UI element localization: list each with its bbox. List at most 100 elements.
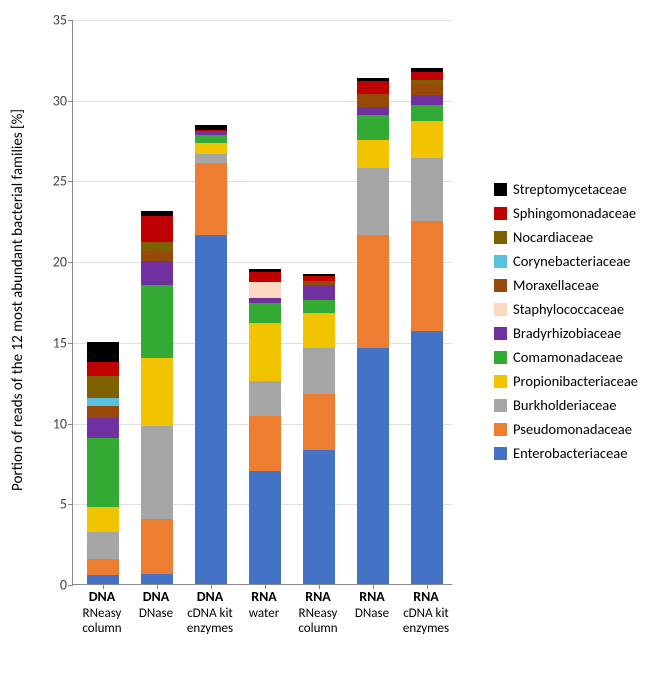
bar-segment-burkholderiaceae [141,426,173,520]
legend-label: Streptomycetaceae [513,180,627,198]
legend: Streptomycetaceae Sphingomonadaceae Nocard… [494,180,638,468]
bar-segment-bradyrhizobiaceae [249,298,281,303]
ytick-label: 0 [60,577,67,594]
legend-swatch [494,207,507,220]
legend-item: Comamonadaceae [494,348,638,366]
bar-segment-propionibacteriaceae [357,140,389,167]
bar-segment-burkholderiaceae [195,154,227,163]
ytick-mark [68,262,73,263]
bar-segment-enterobacteriaceae [357,348,389,584]
x-category-label: RNA cDNA kitenzymes [396,588,456,637]
gridline [73,181,452,182]
bar-segment-pseudomonadaceae [303,394,335,451]
legend-item: Staphylococcaceae [494,300,638,318]
bar-segment-streptomycetaceae [357,78,389,81]
gridline [73,20,452,21]
legend-swatch [494,279,507,292]
bar-segment-propionibacteriaceae [141,358,173,426]
bar-segment-bradyrhizobiaceae [411,95,443,105]
x-category-sub: water [234,607,294,622]
legend-item: Corynebacteriaceae [494,252,638,270]
legend-swatch [494,255,507,268]
bar-segment-pseudomonadaceae [357,235,389,348]
bar-segment-sphingomonadaceae [411,72,443,79]
bar-segment-bradyrhizobiaceae [87,418,119,438]
ytick-mark [68,181,73,182]
x-category-main: RNA [342,588,402,605]
legend-label: Nocardiaceae [513,228,593,246]
bar-segment-burkholderiaceae [87,532,119,559]
legend-swatch [494,351,507,364]
bar-segment-comamonadaceae [249,303,281,322]
ytick-mark [68,101,73,102]
bar-segment-pseudomonadaceae [195,163,227,236]
ytick-label: 10 [53,415,67,432]
bar-segment-burkholderiaceae [357,168,389,236]
bar-segment-propionibacteriaceae [195,143,227,153]
bar-segment-streptomycetaceae [195,125,227,130]
bar-segment-nocardiaceae [87,376,119,399]
legend-item: Burkholderiaceae [494,396,638,414]
bar-segment-pseudomonadaceae [141,519,173,574]
bar-segment-corynebacteriaceae [87,398,119,406]
bar-segment-streptomycetaceae [411,68,443,72]
x-category-label: RNA RNeasycolumn [288,588,348,637]
ytick-mark [68,424,73,425]
bar-segment-comamonadaceae [87,438,119,507]
x-category-sub: DNase [342,607,402,622]
x-category-main: RNA [288,588,348,605]
legend-item: Bradyrhizobiaceae [494,324,638,342]
bar-segment-pseudomonadaceae [411,221,443,331]
ytick-label: 35 [53,12,67,29]
legend-label: Bradyrhizobiaceae [513,324,621,342]
ytick-label: 30 [53,92,67,109]
legend-item: Sphingomonadaceae [494,204,638,222]
plot-area: 05101520253035 [72,20,452,585]
bar-segment-burkholderiaceae [303,348,335,393]
ytick-mark [68,343,73,344]
bar-segment-sphingomonadaceae [303,276,335,280]
bar-segment-burkholderiaceae [249,381,281,417]
bar-segment-burkholderiaceae [411,158,443,221]
bar-segment-propionibacteriaceae [303,313,335,349]
legend-swatch [494,183,507,196]
x-category-label: DNARNeasycolumn [72,588,132,637]
bar-segment-enterobacteriaceae [249,471,281,584]
x-category-sub: cDNA kitenzymes [180,607,240,637]
bar-segment-bradyrhizobiaceae [141,261,173,285]
gridline [73,101,452,102]
x-category-label: RNA DNase [342,588,402,622]
bar-segment-enterobacteriaceae [141,574,173,584]
legend-label: Comamonadaceae [513,348,623,366]
ytick-mark [68,20,73,21]
bar-segment-pseudomonadaceae [87,559,119,575]
bar-segment-comamonadaceae [411,105,443,121]
bar-segment-pseudomonadaceae [249,416,281,471]
bar-segment-streptomycetaceae [303,274,335,276]
bar-segment-propionibacteriaceae [87,507,119,531]
bar-segment-moraxellaceae [411,84,443,94]
legend-item: Enterobacteriaceae [494,444,638,462]
bar-segment-comamonadaceae [303,300,335,313]
x-category-sub: RNeasycolumn [288,607,348,637]
legend-label: Corynebacteriaceae [513,252,630,270]
legend-item: Nocardiaceae [494,228,638,246]
bar-segment-comamonadaceae [195,135,227,143]
x-category-sub: cDNA kitenzymes [396,607,456,637]
ytick-label: 5 [60,496,67,513]
bar-segment-moraxellaceae [141,251,173,261]
bar-segment-streptomycetaceae [141,211,173,216]
bar-segment-staphylococcaceae [249,282,281,298]
legend-label: Pseudomonadaceae [513,420,632,438]
bar-segment-moraxellaceae [87,406,119,417]
legend-label: Propionibacteriaceae [513,372,638,390]
x-category-main: RNA [396,588,456,605]
ytick-mark [68,504,73,505]
legend-item: Propionibacteriaceae [494,372,638,390]
x-category-main: DNA [72,588,132,605]
bar-segment-enterobacteriaceae [303,450,335,584]
legend-swatch [494,447,507,460]
legend-swatch [494,303,507,316]
ytick-label: 20 [53,254,67,271]
x-category-label: DNADNase [126,588,186,622]
